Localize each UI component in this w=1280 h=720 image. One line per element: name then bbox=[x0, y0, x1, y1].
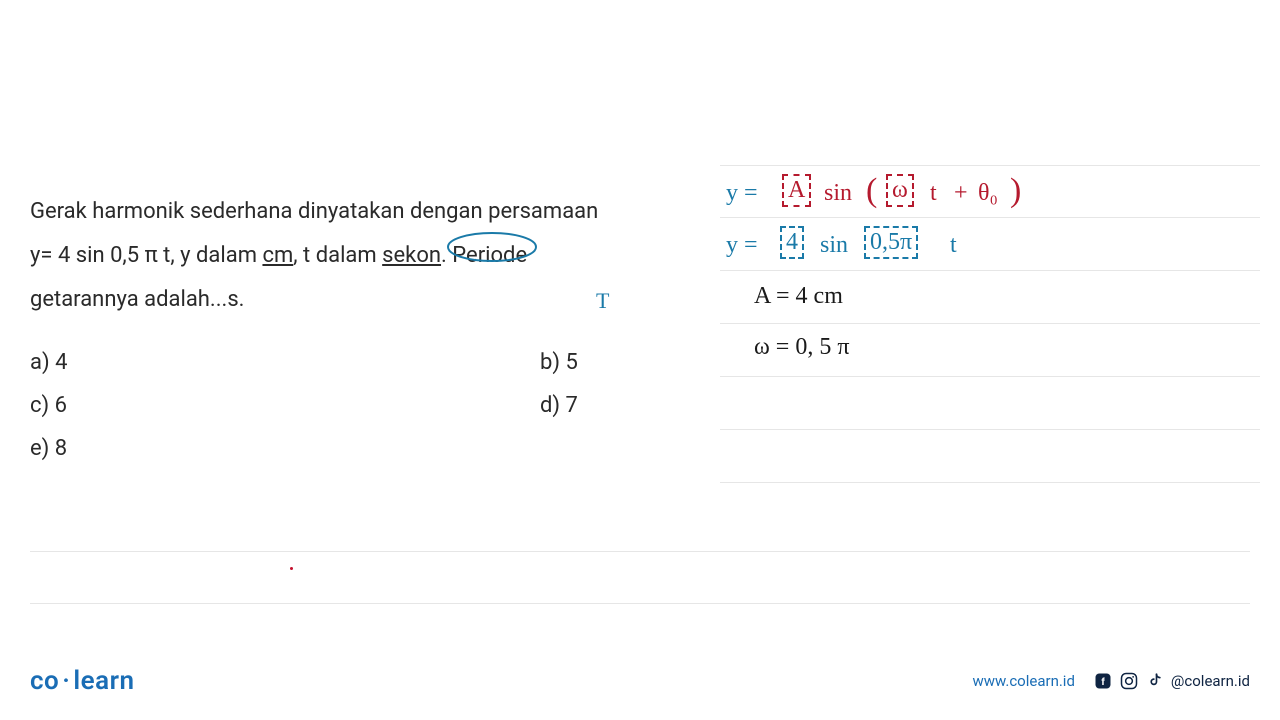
hw2-yeq: y = bbox=[726, 232, 758, 259]
hw4-text: ω = 0, 5 π bbox=[754, 334, 849, 361]
option-a: a) 4 bbox=[30, 350, 540, 375]
hw-line-4: ω = 0, 5 π bbox=[720, 324, 1260, 377]
periode-circled: Periode bbox=[452, 234, 527, 278]
logo-co: co bbox=[30, 666, 59, 696]
hw1-theta: θ₀ bbox=[978, 180, 998, 207]
hw2-val: 0,5π bbox=[864, 226, 918, 259]
hw1-yeq: y = bbox=[726, 180, 758, 207]
option-row: a) 4 b) 5 bbox=[30, 350, 710, 375]
instagram-icon bbox=[1119, 671, 1139, 691]
hw-line-1: y = A sin ( ω t + θ₀ ) bbox=[720, 165, 1260, 218]
logo-dot: · bbox=[62, 666, 70, 696]
hw1-plus: + bbox=[954, 180, 968, 207]
option-d: d) 7 bbox=[540, 393, 578, 418]
hw1-a: A bbox=[782, 174, 811, 207]
unit-cm: cm bbox=[262, 243, 293, 268]
t-annotation: T bbox=[596, 288, 609, 314]
option-row: c) 6 d) 7 bbox=[30, 393, 710, 418]
hw2-t: t bbox=[950, 232, 957, 259]
facebook-icon: f bbox=[1093, 671, 1113, 691]
question-line-3: getarannya adalah...s. bbox=[30, 287, 244, 312]
logo-learn: learn bbox=[73, 666, 134, 696]
red-dot bbox=[290, 567, 293, 570]
social-handle: @colearn.id bbox=[1171, 672, 1250, 690]
ruled-lines bbox=[30, 500, 1250, 604]
option-row: e) 8 bbox=[30, 436, 710, 461]
option-b: b) 5 bbox=[540, 350, 578, 375]
hw1-popen: ( bbox=[866, 172, 877, 210]
question-line-1: Gerak harmonik sederhana dinyatakan deng… bbox=[30, 199, 598, 224]
hw1-omega: ω bbox=[886, 174, 914, 207]
hw-line-2: y = 4 sin 0,5π t bbox=[720, 218, 1260, 271]
option-e: e) 8 bbox=[30, 436, 540, 461]
website-url: www.colearn.id bbox=[972, 672, 1074, 690]
hw-line-5 bbox=[720, 377, 1260, 430]
hw2-sin: sin bbox=[820, 232, 848, 259]
hw-line-3: A = 4 cm bbox=[720, 271, 1260, 324]
hw1-sin: sin bbox=[824, 180, 852, 207]
options-block: a) 4 b) 5 c) 6 d) 7 e) 8 bbox=[30, 350, 710, 461]
unit-sekon: sekon bbox=[382, 243, 441, 268]
brand-logo: co·learn bbox=[30, 666, 134, 696]
option-c: c) 6 bbox=[30, 393, 540, 418]
tiktok-icon bbox=[1145, 671, 1165, 691]
hw1-t: t bbox=[930, 180, 937, 207]
hw1-pclose: ) bbox=[1010, 172, 1021, 210]
question-line-2-mid: , t dalam bbox=[293, 243, 382, 268]
hw3-text: A = 4 cm bbox=[754, 283, 843, 310]
hw2-four: 4 bbox=[780, 226, 804, 259]
handwriting-panel: y = A sin ( ω t + θ₀ ) y = 4 sin 0,5π t … bbox=[720, 165, 1260, 483]
social-block: f @colearn.id bbox=[1093, 671, 1250, 691]
question-line-2-pre: y= 4 sin 0,5 π t, y dalam bbox=[30, 243, 262, 268]
footer-right: www.colearn.id f @colearn.id bbox=[972, 671, 1250, 691]
question-block: Gerak harmonik sederhana dinyatakan deng… bbox=[30, 190, 710, 479]
svg-text:f: f bbox=[1101, 676, 1105, 688]
hw-line-6 bbox=[720, 430, 1260, 483]
footer: co·learn www.colearn.id f @colearn.id bbox=[30, 666, 1250, 696]
